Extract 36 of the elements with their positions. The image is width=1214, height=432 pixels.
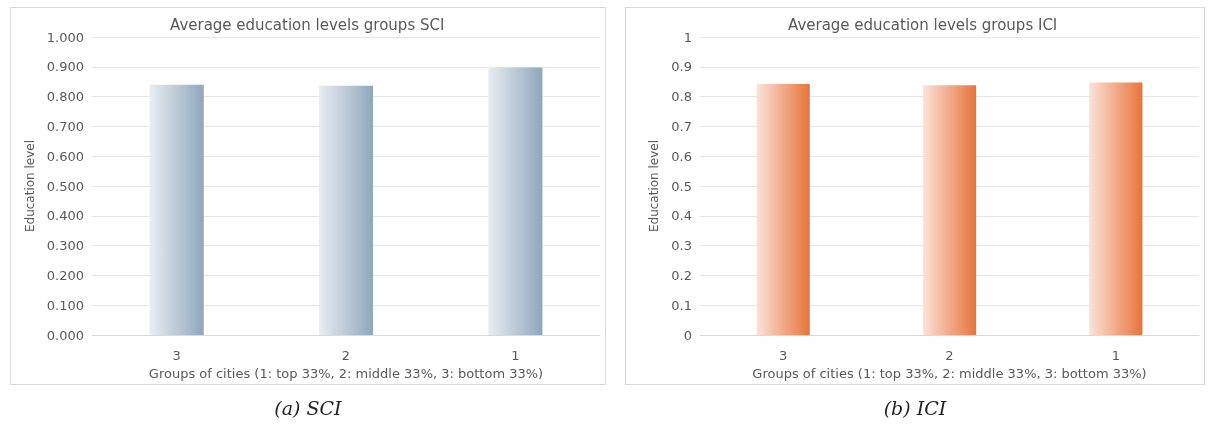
y-tick-label: 0.900: [46, 59, 84, 75]
y-tick-label: 0.400: [46, 208, 84, 224]
y-tick-label: 0.600: [46, 148, 84, 164]
x-tick-label: 3: [172, 348, 181, 363]
y-tick-label: 0.7: [671, 118, 692, 134]
chart-title: Average education levels groups SCI: [170, 15, 445, 34]
x-axis-title: Groups of cities (1: top 33%, 2: middle 33%, 3: bottom 33%): [752, 365, 1147, 381]
x-tick-label: 1: [1111, 348, 1120, 363]
y-tick-label: 0: [683, 327, 692, 343]
y-tick-label: 0.000: [46, 327, 84, 343]
y-axis-title: Education level: [647, 139, 662, 233]
y-tick-label: 0.500: [46, 178, 84, 194]
y-tick-label: 1.000: [46, 29, 84, 45]
x-tick-label: 3: [779, 348, 788, 363]
y-tick-label: 0.200: [46, 267, 84, 283]
y-axis-title: Education level: [22, 139, 37, 233]
y-tick-label: 0.300: [46, 238, 84, 254]
y-tick-label: 0.2: [671, 267, 692, 283]
y-tick-label: 0.700: [46, 118, 84, 134]
x-axis-title: Groups of cities (1: top 33%, 2: middle 33%, 3: bottom 33%): [148, 365, 544, 381]
y-tick-label: 1: [683, 29, 692, 45]
y-tick-label: 0.5: [671, 178, 692, 194]
y-tick-label: 0.8: [671, 89, 692, 105]
y-tick-label: 0.100: [46, 297, 84, 313]
x-tick-label: 2: [945, 348, 954, 363]
y-tick-label: 0.800: [46, 89, 84, 105]
y-tick-label: 0.4: [671, 208, 692, 224]
y-tick-label: 0.1: [671, 297, 692, 313]
y-tick-label: 0.6: [671, 148, 692, 164]
text: (b) ICI: [883, 396, 947, 419]
chart-title: Average education levels groups ICI: [788, 15, 1058, 34]
x-tick-label: 1: [511, 348, 520, 363]
y-tick-label: 0.3: [671, 238, 692, 254]
text: (a) SCI: [274, 396, 343, 419]
y-tick-label: 0.9: [671, 59, 692, 75]
x-tick-label: 2: [341, 348, 351, 363]
